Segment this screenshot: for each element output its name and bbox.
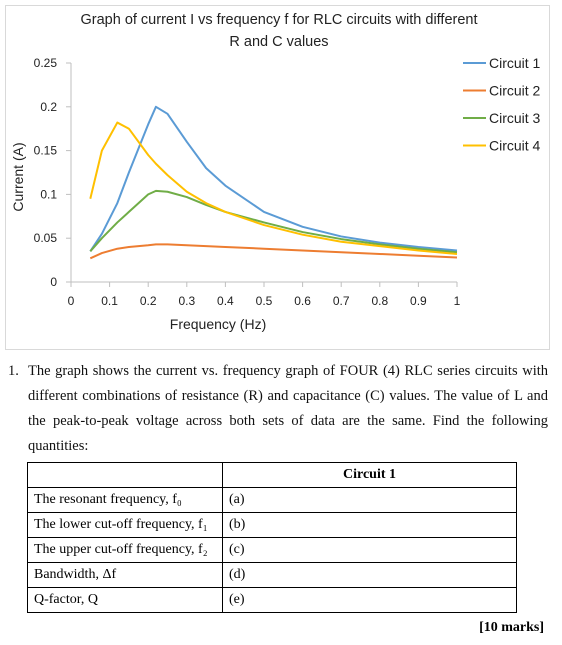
y-tick-label: 0.2 — [40, 100, 57, 114]
question-text: The graph shows the current vs. frequenc… — [28, 363, 548, 454]
empty-header — [27, 462, 223, 488]
x-tick-label: 0 — [68, 294, 75, 308]
chart-title: R and C values — [229, 34, 328, 50]
answer-cell: (a) — [222, 487, 517, 513]
x-tick-label: 0.1 — [101, 294, 118, 308]
answer-cell: (d) — [222, 562, 517, 588]
series-line — [89, 121, 458, 255]
x-tick-label: 0.7 — [333, 294, 350, 308]
question: 1. The graph shows the current vs. frequ… — [8, 359, 548, 459]
chart: Graph of current I vs frequency f for RL… — [5, 5, 550, 350]
x-tick-label: 0.6 — [294, 294, 311, 308]
row-label: The upper cut-off frequency, f₂ — [27, 537, 223, 563]
y-tick-label: 0.05 — [34, 231, 58, 245]
series-line — [89, 105, 458, 252]
answer-table: Circuit 1 The resonant frequency, f₀ (a) … — [27, 462, 517, 613]
row-label: The lower cut-off frequency, f₁ — [27, 512, 223, 538]
marks: [10 marks] — [479, 620, 544, 635]
y-axis-label: Current (A) — [10, 142, 26, 211]
chart-border — [5, 5, 550, 350]
table-header: Circuit 1 — [222, 462, 517, 488]
legend-label: Circuit 4 — [489, 138, 541, 154]
y-tick-label: 0 — [50, 275, 57, 289]
legend-label: Circuit 3 — [489, 110, 541, 126]
x-axis-label: Frequency (Hz) — [170, 316, 266, 332]
x-tick-label: 1 — [454, 294, 461, 308]
legend-label: Circuit 2 — [489, 83, 541, 99]
row-label: Q-factor, Q — [27, 587, 223, 613]
y-tick-label: 0.15 — [34, 144, 58, 158]
y-tick-label: 0.25 — [34, 56, 58, 70]
chart-title: Graph of current I vs frequency f for RL… — [80, 12, 477, 28]
x-tick-label: 0.4 — [217, 294, 234, 308]
x-tick-label: 0.3 — [178, 294, 195, 308]
x-tick-label: 0.8 — [371, 294, 388, 308]
answer-cell: (e) — [222, 587, 517, 613]
x-tick-label: 0.9 — [410, 294, 427, 308]
series-line — [89, 243, 458, 260]
answer-cell: (c) — [222, 537, 517, 563]
question-number: 1. — [8, 363, 19, 379]
y-tick-label: 0.1 — [40, 187, 57, 201]
row-label: Bandwidth, Δf — [27, 562, 223, 588]
series-line — [89, 189, 458, 254]
x-tick-label: 0.5 — [256, 294, 273, 308]
row-label: The resonant frequency, f₀ — [27, 487, 223, 513]
answer-cell: (b) — [222, 512, 517, 538]
x-tick-label: 0.2 — [140, 294, 157, 308]
legend-label: Circuit 1 — [489, 55, 541, 71]
